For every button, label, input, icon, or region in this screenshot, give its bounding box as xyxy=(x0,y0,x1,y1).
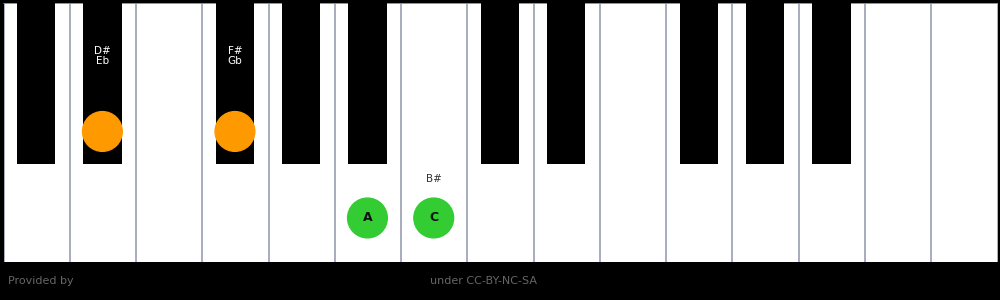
Text: A: A xyxy=(363,212,372,224)
Circle shape xyxy=(348,198,387,238)
Bar xyxy=(666,3,731,262)
Bar xyxy=(534,3,599,262)
Bar xyxy=(481,3,519,164)
Bar xyxy=(467,3,533,262)
Text: under CC-BY-NC-SA: under CC-BY-NC-SA xyxy=(430,276,537,286)
Text: C: C xyxy=(429,212,438,224)
Text: D#: D# xyxy=(94,46,111,56)
Bar xyxy=(865,3,930,262)
Bar xyxy=(83,3,122,164)
Bar xyxy=(746,3,784,164)
Bar xyxy=(732,3,798,262)
Circle shape xyxy=(215,112,255,151)
Bar xyxy=(799,3,864,262)
Text: B#: B# xyxy=(426,174,442,184)
Bar xyxy=(70,3,135,262)
Text: Provided by: Provided by xyxy=(8,276,74,286)
Bar xyxy=(401,3,466,262)
Bar xyxy=(4,3,69,262)
Bar xyxy=(812,3,851,164)
Bar xyxy=(202,3,268,262)
Bar xyxy=(136,3,201,262)
Bar xyxy=(600,3,665,262)
Bar xyxy=(17,3,55,164)
Bar xyxy=(348,3,387,164)
Bar xyxy=(269,3,334,262)
Circle shape xyxy=(83,112,122,151)
Bar xyxy=(335,3,400,262)
Circle shape xyxy=(414,198,454,238)
Bar xyxy=(0,262,1000,300)
Bar xyxy=(931,3,996,262)
Text: Gb: Gb xyxy=(228,56,242,66)
Bar xyxy=(282,3,320,164)
Bar xyxy=(216,3,254,164)
Bar xyxy=(547,3,585,164)
Text: F#: F# xyxy=(228,46,242,56)
Bar xyxy=(680,3,718,164)
Text: Eb: Eb xyxy=(96,56,109,66)
